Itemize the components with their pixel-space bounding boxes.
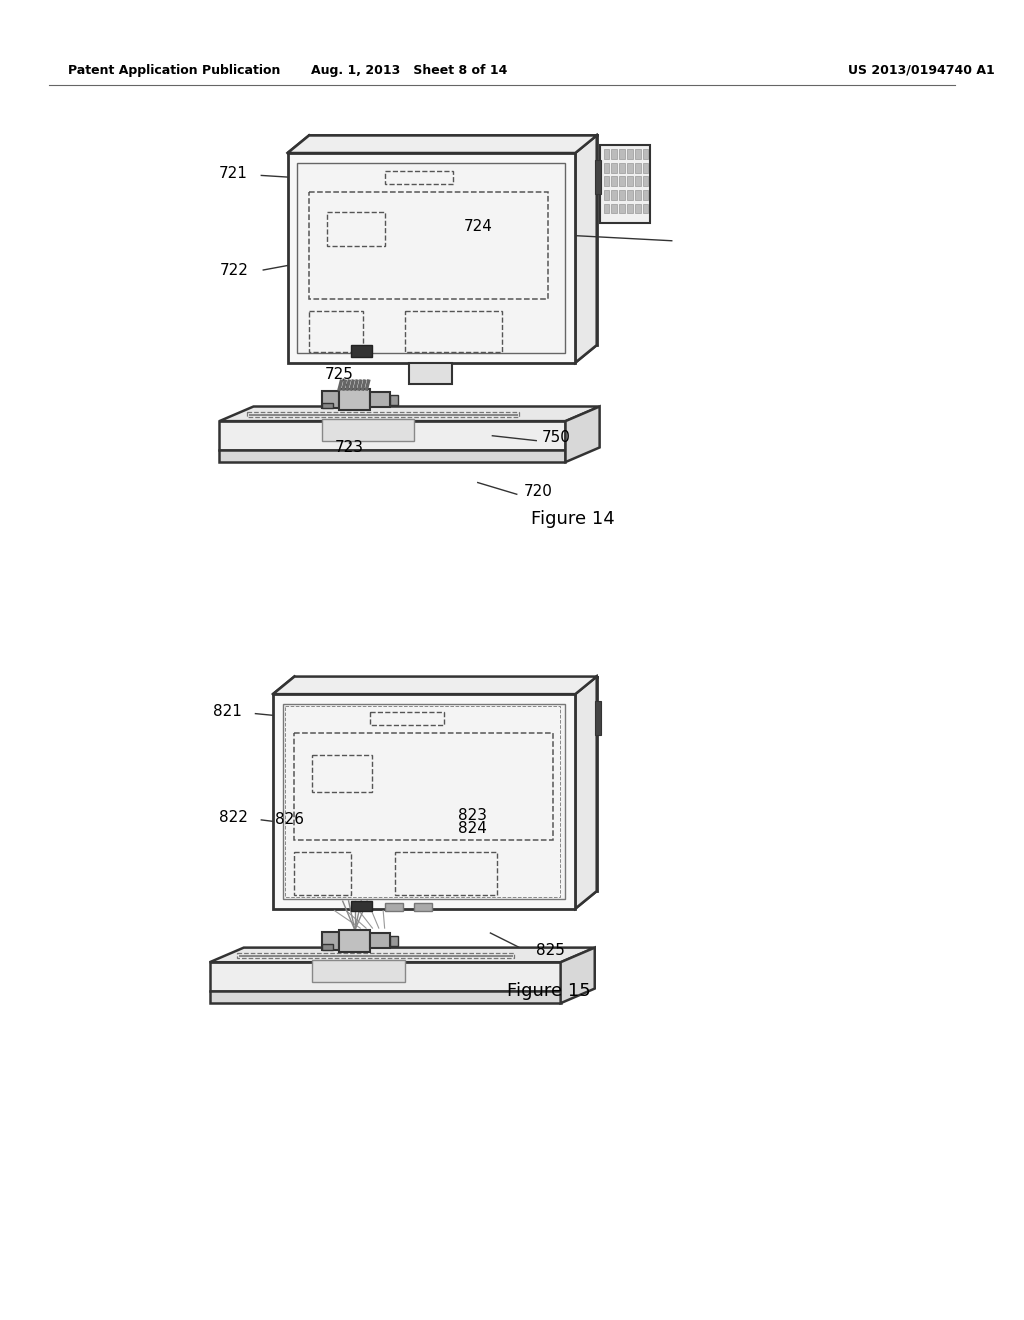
Bar [410,363,453,384]
Bar [297,162,565,352]
Bar [322,403,334,408]
Bar [237,953,514,958]
Bar [322,420,415,441]
Bar [603,149,609,158]
Text: 826: 826 [275,812,304,828]
Bar [312,755,373,792]
Bar [210,991,560,1003]
Bar [642,162,648,173]
Text: 750: 750 [542,430,571,445]
Polygon shape [565,407,600,462]
Bar [390,395,397,404]
Bar [395,853,498,895]
Bar [322,932,339,949]
Polygon shape [288,136,597,153]
Bar [339,931,371,952]
Bar [627,149,633,158]
Bar [603,190,609,199]
Bar [415,903,432,911]
Bar [288,153,575,363]
Polygon shape [273,677,597,694]
Bar [627,203,633,214]
Bar [642,149,648,158]
Text: 825: 825 [537,942,565,958]
Bar [404,312,502,352]
Bar [642,177,648,186]
Bar [285,706,560,896]
Bar [385,903,402,911]
Polygon shape [219,407,600,421]
Bar [322,391,339,408]
Text: Patent Application Publication: Patent Application Publication [69,63,281,77]
Text: 724: 724 [464,219,493,234]
Bar [627,162,633,173]
Bar [247,412,519,417]
Bar [595,701,601,735]
Bar [312,960,404,982]
Polygon shape [210,948,595,962]
Bar [339,389,371,411]
Polygon shape [560,948,595,1003]
Bar [219,450,565,462]
Bar [620,177,625,186]
Bar [371,933,390,948]
Bar [620,203,625,214]
Bar [635,149,641,158]
Bar [635,203,641,214]
Bar [603,162,609,173]
Text: Figure 15: Figure 15 [507,982,591,1001]
Bar [309,191,548,300]
Bar [635,190,641,199]
Bar [642,190,648,199]
Bar [611,177,617,186]
Bar [611,149,617,158]
Text: 821: 821 [213,704,242,719]
Text: 720: 720 [523,484,552,499]
Bar [351,345,373,356]
Bar [635,177,641,186]
Polygon shape [575,136,597,363]
Bar [620,149,625,158]
Bar [627,190,633,199]
Bar [351,900,373,911]
Bar [600,145,650,223]
Text: 725: 725 [325,367,353,381]
Bar [322,944,334,949]
Bar [327,211,385,246]
Text: 823: 823 [459,808,487,824]
Bar [273,694,575,908]
Bar [371,392,390,407]
Bar [611,203,617,214]
Text: Figure 14: Figure 14 [531,510,615,528]
Bar [295,733,553,841]
Text: 722: 722 [220,263,249,277]
Bar [295,853,351,895]
Bar [620,190,625,199]
Bar [210,962,560,991]
Bar [627,177,633,186]
Text: 721: 721 [219,166,248,181]
Text: 822: 822 [219,810,248,825]
Bar [595,160,601,194]
Bar [635,162,641,173]
Bar [390,936,397,945]
Text: 824: 824 [459,821,487,836]
Bar [611,162,617,173]
Bar [620,162,625,173]
Bar [385,170,454,185]
Bar [603,203,609,214]
Text: 723: 723 [335,440,364,455]
Bar [283,704,565,899]
Text: US 2013/0194740 A1: US 2013/0194740 A1 [848,63,995,77]
Polygon shape [575,677,597,908]
Bar [611,190,617,199]
Text: Aug. 1, 2013   Sheet 8 of 14: Aug. 1, 2013 Sheet 8 of 14 [311,63,508,77]
Bar [603,177,609,186]
Bar [219,421,565,450]
Bar [309,312,362,352]
Bar [371,711,443,725]
Bar [642,203,648,214]
